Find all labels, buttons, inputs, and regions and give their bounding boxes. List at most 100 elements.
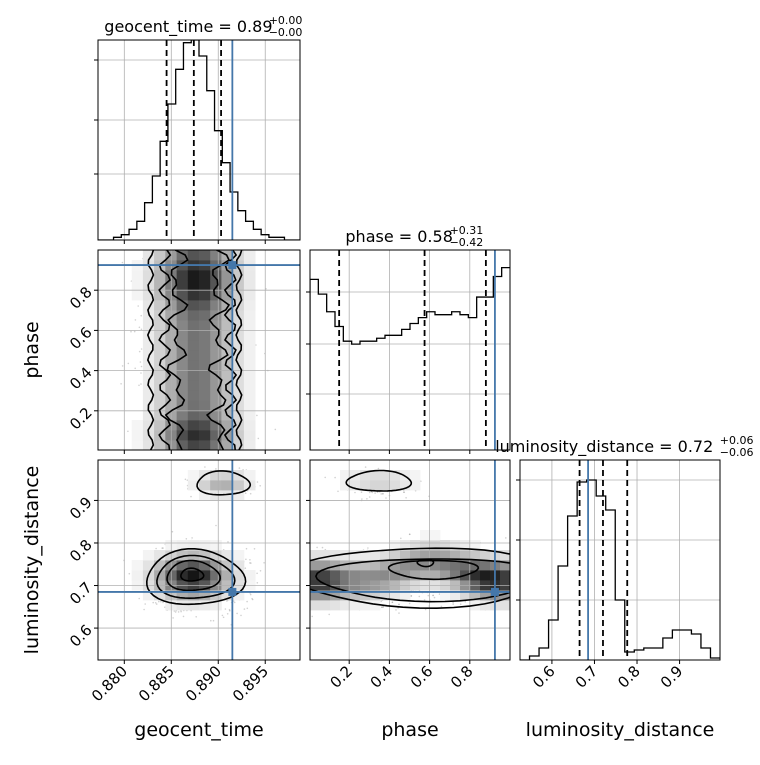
ytick-label-phase: 0.2	[66, 404, 96, 434]
scatter-point	[249, 562, 251, 564]
density-cell	[154, 410, 166, 421]
truth-marker	[490, 587, 499, 596]
scatter-point	[246, 600, 248, 603]
density-cell	[350, 590, 361, 601]
density-cell	[176, 390, 189, 401]
ytick-label-luminosity_distance: 0.9	[66, 493, 96, 523]
scatter-point	[263, 562, 265, 564]
density-cell	[243, 380, 256, 391]
scatter-point	[316, 546, 318, 549]
scatter-point	[433, 596, 436, 599]
scatter-point	[127, 362, 130, 365]
panel-frame	[309, 249, 511, 451]
density-cell	[210, 410, 222, 421]
scatter-point	[154, 602, 157, 604]
density-cell	[210, 380, 222, 391]
scatter-point	[240, 614, 242, 617]
density-cell	[243, 300, 256, 311]
density-cell	[176, 300, 189, 311]
scatter-point	[382, 606, 385, 608]
density-cell	[142, 340, 155, 351]
density-cell	[187, 290, 200, 301]
density-cell	[142, 360, 155, 371]
scatter-point	[177, 611, 180, 613]
density-cell	[199, 270, 211, 281]
scatter-point	[221, 614, 224, 617]
scatter-point	[133, 330, 136, 333]
scatter-point	[140, 348, 143, 350]
xtick-label-geocent_time: 0.890	[182, 662, 225, 705]
density-cell	[210, 400, 222, 411]
density-cell	[176, 420, 189, 431]
density-cell	[232, 390, 245, 401]
scatter-point	[191, 537, 193, 539]
density-cell	[310, 550, 321, 561]
density-cell	[210, 350, 222, 361]
scatter-point	[398, 603, 400, 606]
scatter-point	[424, 608, 427, 611]
density-cell	[500, 570, 510, 581]
scatter-point	[121, 261, 124, 264]
density-cell	[221, 280, 233, 291]
scatter-point	[251, 598, 254, 601]
density-cell	[210, 600, 222, 611]
histogram-geocent_time	[98, 40, 300, 240]
density-cell	[187, 420, 200, 431]
density-cell	[470, 540, 481, 551]
density-cell	[330, 560, 341, 571]
scatter-point	[418, 595, 421, 598]
density-cell	[320, 600, 331, 611]
density-cell	[176, 570, 189, 581]
contour-layer	[145, 250, 510, 610]
density-cell	[187, 340, 200, 351]
density-cell	[400, 560, 411, 571]
density-cell	[370, 560, 381, 571]
density-cell	[199, 310, 211, 321]
density-cell	[176, 270, 189, 281]
density-cell	[440, 550, 451, 561]
scatter-point	[410, 595, 413, 597]
density-cell	[199, 430, 211, 441]
density-cell	[210, 540, 222, 551]
scatter-point	[238, 467, 241, 469]
scatter-point	[171, 530, 174, 533]
scatter-point	[227, 541, 229, 543]
density-cell	[460, 540, 471, 551]
scatter-point	[371, 491, 374, 494]
density-cell	[370, 480, 381, 491]
density-cell	[450, 550, 461, 561]
scatter-point	[408, 533, 411, 536]
density-cell	[410, 540, 421, 551]
density-cell	[232, 590, 245, 601]
scatter-point	[127, 430, 129, 433]
density-cell	[199, 410, 211, 421]
density-cell	[440, 590, 451, 601]
contour-geocent_time-luminosity_distance	[156, 554, 236, 600]
density-cell	[460, 560, 471, 571]
scatter-point	[185, 538, 188, 540]
scatter-point	[164, 606, 166, 608]
density-cell	[350, 560, 361, 571]
scatter-point	[130, 330, 132, 333]
density-cell	[340, 550, 351, 561]
density-cell	[232, 370, 245, 381]
density-cell	[232, 570, 245, 581]
density-cell	[154, 320, 166, 331]
scatter-point	[427, 594, 430, 597]
density-cell	[380, 560, 391, 571]
contour-phase-luminosity_distance	[387, 559, 480, 581]
density-cell	[221, 400, 233, 411]
scatter-point	[361, 498, 363, 500]
scatter-point	[140, 372, 142, 374]
density-cell	[430, 570, 441, 581]
density-cell	[243, 320, 256, 331]
scatter-point	[243, 608, 246, 610]
scatter-point	[256, 481, 259, 483]
density-cell	[350, 550, 361, 561]
xlabel-luminosity_distance: luminosity_distance	[526, 719, 715, 741]
scatter-point	[128, 572, 131, 575]
density-cell	[187, 470, 200, 481]
scatter-point	[321, 546, 324, 549]
